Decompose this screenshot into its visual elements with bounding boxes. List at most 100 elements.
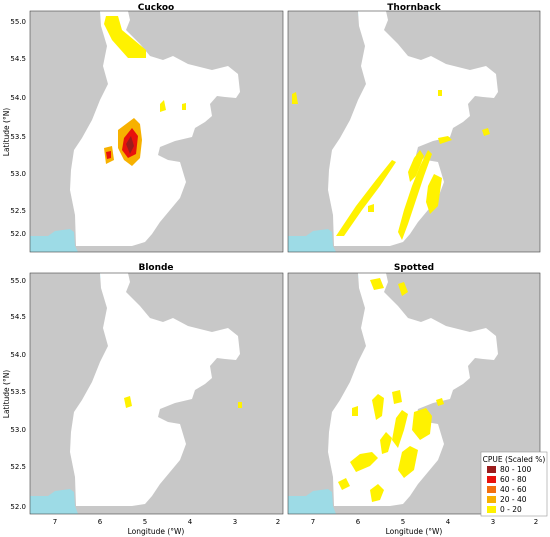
hotspot-strip — [350, 452, 378, 472]
legend-swatch — [487, 466, 496, 473]
x-tick-label: 6 — [356, 518, 361, 526]
y-tick-label: 53.5 — [10, 133, 26, 141]
plot-frame — [287, 10, 541, 253]
y-tick-label: 53.5 — [10, 388, 26, 396]
hotspot-cluster-peak — [126, 136, 134, 154]
hotspot-strip — [398, 150, 432, 240]
legend-swatch — [487, 486, 496, 493]
hotspot-strip — [392, 410, 408, 448]
survey-sea-area — [328, 273, 498, 506]
out-of-area-sea — [30, 489, 78, 514]
x-tick-label: 4 — [446, 518, 451, 526]
x-axis-label: Longitude (°W) — [128, 527, 185, 536]
legend-label: 80 - 100 — [500, 465, 532, 474]
y-tick-label: 52.5 — [10, 207, 26, 215]
panel-blonde: Blonde 52.0 52.5 53.0 53.5 54.0 54.5 55.… — [2, 263, 284, 536]
x-tick-label: 3 — [491, 518, 495, 526]
hotspot-dot — [292, 92, 298, 104]
out-of-area-sea — [288, 489, 336, 514]
hotspot-patch-core — [106, 151, 111, 159]
hotspot-dot — [182, 103, 186, 110]
hotspot-dot — [436, 398, 444, 406]
hotspot-patch — [370, 484, 384, 502]
y-axis: 52.0 52.5 53.0 53.5 54.0 54.5 55.0 Latit… — [2, 277, 26, 511]
plot-frame — [29, 10, 284, 253]
y-tick-label: 55.0 — [10, 18, 26, 26]
y-tick-label: 53.0 — [10, 170, 26, 178]
legend-box — [480, 451, 548, 517]
y-tick-label: 54.0 — [10, 351, 26, 359]
hotspot-strip — [408, 150, 424, 182]
panel-title: Blonde — [138, 263, 173, 273]
y-axis-label: Latitude (°N) — [2, 370, 11, 419]
hotspot-dot — [438, 136, 452, 144]
y-tick-label: 52.0 — [10, 230, 26, 238]
legend-label: 20 - 40 — [500, 495, 527, 504]
y-tick-label: 54.0 — [10, 94, 26, 102]
hotspot-strip — [104, 16, 146, 58]
legend-swatch — [487, 496, 496, 503]
legend-swatch — [487, 506, 496, 513]
y-tick-label: 55.0 — [10, 277, 26, 285]
y-tick-label: 54.5 — [10, 313, 26, 321]
hotspot-patch — [352, 406, 358, 416]
panel-cuckoo: Cuckoo 52.0 52.5 53.0 53.5 54.0 54.5 55.… — [2, 3, 284, 253]
hotspot-strip — [412, 408, 432, 440]
hotspot-patch — [392, 390, 402, 404]
legend-label: 40 - 60 — [500, 485, 527, 494]
plot-frame — [287, 272, 541, 515]
x-tick-label: 6 — [98, 518, 103, 526]
y-axis-label: Latitude (°N) — [2, 108, 11, 157]
legend-swatch — [487, 476, 496, 483]
out-of-area-sea — [288, 229, 336, 252]
y-tick-label: 54.5 — [10, 55, 26, 63]
panel-title: Thornback — [387, 3, 441, 13]
hotspot-strip — [336, 160, 396, 236]
hotspot-strip — [380, 432, 392, 454]
hotspot-dot — [238, 402, 242, 408]
hotspot-dot — [482, 128, 490, 136]
x-axis-label: Longitude (°W) — [386, 527, 443, 536]
y-tick-label: 52.5 — [10, 463, 26, 471]
hotspot-layer — [338, 278, 444, 502]
x-tick-label: 5 — [143, 518, 147, 526]
hotspot-patch — [426, 174, 442, 214]
x-tick-label: 7 — [53, 518, 57, 526]
hotspot-layer — [292, 90, 490, 240]
x-tick-label: 3 — [233, 518, 237, 526]
hotspot-patch — [372, 394, 384, 420]
legend-label: 0 - 20 — [500, 505, 522, 514]
y-tick-label: 52.0 — [10, 503, 26, 511]
hotspot-dot — [438, 90, 442, 96]
hotspot-patch — [398, 282, 408, 296]
panel-spotted: Spotted 7 6 5 4 3 — [287, 263, 548, 536]
hotspot-layer — [124, 396, 242, 408]
x-tick-label: 2 — [276, 518, 280, 526]
survey-sea-area — [70, 11, 240, 246]
x-tick-label: 2 — [534, 518, 538, 526]
hotspot-strip — [398, 446, 418, 478]
x-axis: 7 6 5 4 3 2 Longitude (°W) — [53, 518, 280, 536]
panel-thornback: Thornback — [287, 3, 541, 253]
hotspot-layer — [104, 16, 186, 166]
plot-frame — [29, 272, 284, 515]
x-tick-label: 7 — [311, 518, 315, 526]
x-tick-label: 4 — [188, 518, 193, 526]
panel-title: Spotted — [394, 263, 434, 273]
legend: CPUE (Scaled %) 80 - 100 60 - 80 40 - 60… — [480, 451, 548, 517]
legend-label: 60 - 80 — [500, 475, 527, 484]
y-axis: 52.0 52.5 53.0 53.5 54.0 54.5 55.0 Latit… — [2, 18, 26, 238]
hotspot-patch — [338, 478, 350, 490]
legend-title: CPUE (Scaled %) — [483, 455, 546, 464]
y-tick-label: 53.0 — [10, 426, 26, 434]
hotspot-dot — [160, 100, 166, 112]
hotspot-patch — [370, 278, 384, 290]
survey-sea-area — [70, 273, 240, 506]
out-of-area-sea — [30, 229, 78, 252]
x-axis: 7 6 5 4 3 2 Longitude (°W) — [311, 518, 538, 536]
hotspot-dot — [368, 204, 374, 212]
panel-title: Cuckoo — [138, 3, 174, 13]
hotspot-dot — [124, 396, 132, 408]
x-tick-label: 5 — [401, 518, 405, 526]
